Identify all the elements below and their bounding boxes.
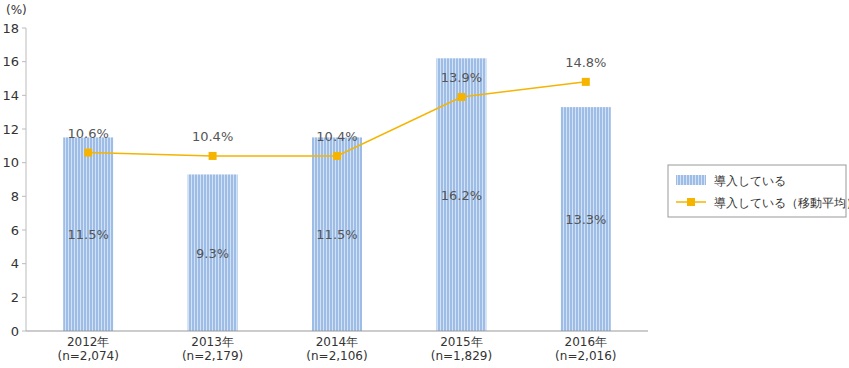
y-tick-label: 10 [2, 155, 19, 170]
marks [63, 58, 611, 331]
y-tick-label: 12 [2, 122, 19, 137]
y-tick-label: 18 [2, 21, 19, 36]
bar [188, 174, 238, 331]
y-tick-label: 16 [2, 54, 19, 69]
bar-data-label: 9.3% [196, 246, 229, 261]
y-tick-label: 0 [11, 324, 19, 339]
x-tick-label: 2016年(n=2,016) [555, 335, 616, 363]
line-data-label: 10.4% [192, 129, 233, 144]
y-axis-label: (%) [6, 3, 27, 17]
y-tick [22, 196, 26, 197]
labels: 11.5% 9.3% 11.5% 16.2% 13.3% 10.6% 10.4% 10.4% 1… [68, 55, 607, 261]
bar [561, 107, 611, 331]
y-tick [22, 162, 26, 163]
chart-container: (%) 0 2 4 6 8 10 12 14 16 18 11.5% 9.3% 11.5% 16.2% 13.… [0, 0, 849, 368]
line [88, 82, 586, 156]
y-tick-label: 8 [11, 189, 19, 204]
y-tick-label: 6 [11, 223, 19, 238]
y-tick [22, 230, 26, 231]
legend: 導入している導入している（移動平均） [668, 165, 849, 217]
line-marker [209, 152, 217, 160]
x-tick-label: 2013年(n=2,179) [182, 335, 243, 363]
chart-svg: (%) 0 2 4 6 8 10 12 14 16 18 11.5% 9.3% 11.5% 16.2% 13.… [0, 0, 849, 368]
x-axis-line [26, 331, 648, 332]
bar-data-label: 16.2% [441, 188, 482, 203]
line-data-label: 13.9% [441, 70, 482, 85]
bar-data-label: 11.5% [68, 227, 109, 242]
y-tick [22, 28, 26, 29]
bar [63, 137, 113, 331]
line-marker [333, 152, 341, 160]
y-tick [22, 263, 26, 264]
y-tick [22, 61, 26, 62]
x-tick-label: 2015年(n=1,829) [431, 335, 492, 363]
legend-swatch-marker [687, 198, 695, 206]
bar-data-label: 11.5% [316, 227, 357, 242]
legend-swatch [676, 175, 706, 185]
line-data-label: 10.4% [316, 129, 357, 144]
line-data-label: 14.8% [565, 55, 606, 70]
y-tick [22, 95, 26, 96]
x-tick-label: 2012年(n=2,074) [58, 335, 119, 363]
y-tick-label: 4 [11, 256, 19, 271]
bar [436, 58, 486, 331]
bar-data-label: 13.3% [565, 212, 606, 227]
line-marker [457, 93, 465, 101]
y-tick [22, 129, 26, 130]
x-tick-label: 2014年(n=2,106) [306, 335, 367, 363]
legend-label: 導入している [714, 174, 786, 188]
legend-label: 導入している（移動平均） [714, 196, 849, 210]
bar [312, 137, 362, 331]
line-data-label: 10.6% [68, 126, 109, 141]
y-tick [22, 297, 26, 298]
y-tick-label: 14 [2, 88, 19, 103]
y-tick [22, 331, 26, 332]
line-marker [582, 78, 590, 86]
y-axis-line [26, 28, 27, 331]
y-tick-label: 2 [11, 290, 19, 305]
line-marker [84, 149, 92, 157]
